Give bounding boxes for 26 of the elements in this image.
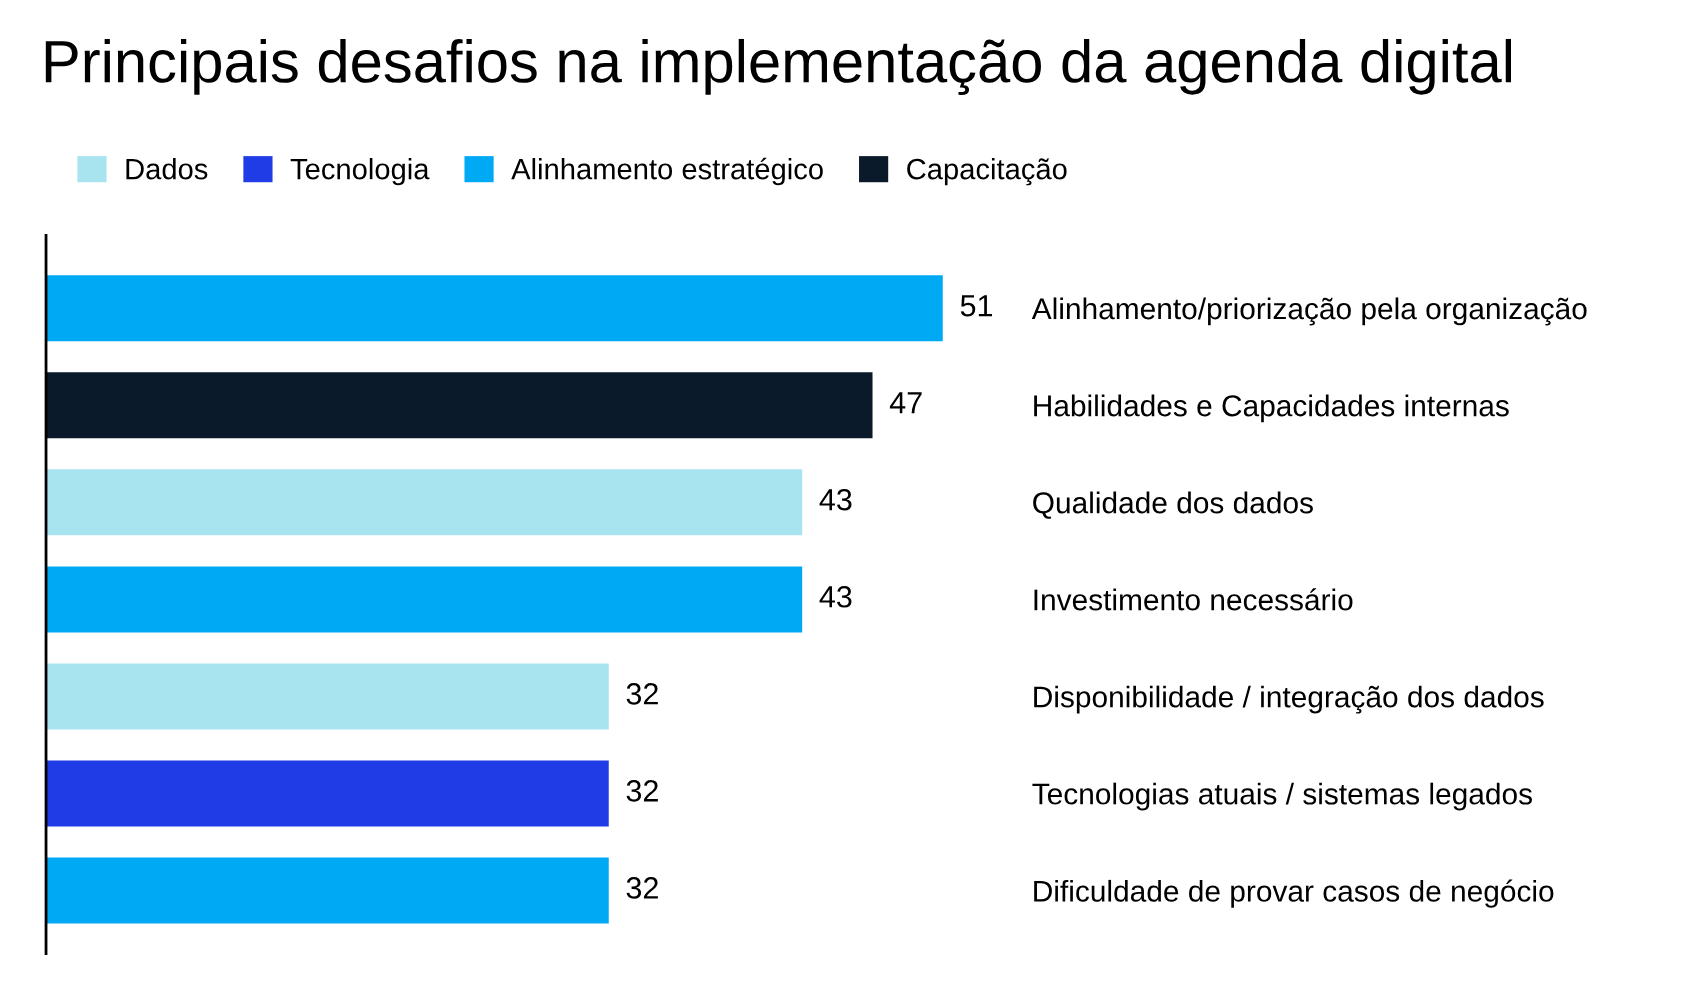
- data-label: 47: [889, 392, 922, 414]
- data-label: 43: [819, 488, 852, 511]
- y-tick-label: Tecnologias atuais / sistemas legados: [1032, 782, 1532, 811]
- y-tick-label: Investimento necessário: [1034, 588, 1353, 611]
- data-label: 43: [819, 585, 852, 608]
- legend-label: Alinhamento estratégico: [511, 157, 823, 186]
- bar: [46, 857, 609, 924]
- y-tick-label: Qualidade dos dados: [1033, 491, 1313, 519]
- chart-title: Principais desafios na implementação da agenda digital: [45, 38, 1511, 95]
- data-label: 32: [626, 877, 658, 899]
- y-tick-label: Disponibilidade / integração dos dados: [1034, 685, 1544, 714]
- bar: [46, 275, 943, 342]
- legend-label: Tecnologia: [290, 158, 430, 186]
- bar: [46, 663, 609, 730]
- bar: [46, 760, 609, 827]
- y-tick-label: Habilidades e Capacidades internas: [1034, 394, 1509, 423]
- bar: [46, 469, 803, 536]
- bar: [46, 372, 873, 439]
- data-label: 51: [960, 295, 993, 317]
- bar: [46, 566, 803, 633]
- y-tick-label: Dificuldade de provar casos de negócio: [1034, 879, 1554, 908]
- data-label: 32: [626, 683, 658, 705]
- data-label: 32: [626, 780, 658, 802]
- y-tick-label: Alinhamento/priorização pela organização: [1031, 297, 1587, 326]
- legend-label: Dados: [126, 158, 208, 180]
- legend-label: Capacitação: [907, 158, 1067, 186]
